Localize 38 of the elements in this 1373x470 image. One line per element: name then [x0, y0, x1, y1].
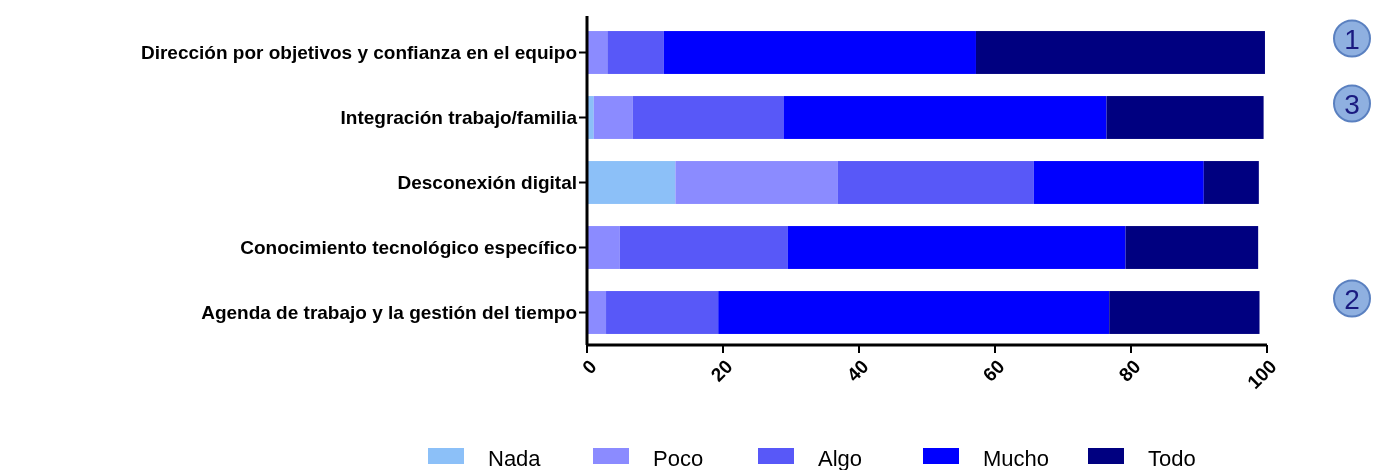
bar	[632, 96, 784, 139]
text: 3	[1344, 88, 1360, 120]
bar	[1106, 96, 1264, 139]
bar	[606, 291, 719, 334]
bar	[1109, 291, 1260, 334]
bar	[783, 96, 1107, 139]
bar	[975, 31, 1265, 74]
bar	[1203, 161, 1259, 204]
bar	[587, 161, 676, 204]
bar	[1033, 161, 1204, 204]
legend-label: Algo	[818, 445, 863, 470]
y-tick-label: Dirección por objetivos y confianza en el equipo	[140, 42, 577, 64]
legend-label: Nada	[488, 445, 542, 470]
bar	[593, 96, 633, 139]
text: 2	[1344, 283, 1360, 315]
bar	[718, 291, 1110, 334]
y-tick-label: Conocimiento tecnológico específico	[240, 237, 577, 259]
legend-label: Mucho	[983, 445, 1050, 470]
y-tick-label: Agenda de trabajo y la gestión del tiempo	[201, 302, 577, 324]
y-tick-label: Integración trabajo/familia	[340, 107, 578, 129]
bar	[607, 31, 664, 74]
bar	[587, 226, 620, 269]
x-tick-label: 0	[578, 355, 601, 379]
bar	[619, 226, 788, 269]
bar	[837, 161, 1034, 204]
bar	[675, 161, 838, 204]
y-tick-label: Desconexión digital	[397, 172, 577, 194]
bar	[663, 31, 976, 74]
x-tick-label: 20	[706, 355, 737, 386]
text: 1	[1344, 23, 1360, 55]
x-tick-label: 80	[1114, 355, 1145, 386]
x-tick-label: 100	[1243, 355, 1281, 393]
legend-label: Todo	[1148, 445, 1196, 470]
legend-label: Poco	[653, 445, 704, 470]
x-tick-label: 60	[978, 355, 1009, 386]
bar	[1125, 226, 1259, 269]
x-tick-label: 40	[842, 355, 873, 386]
bar	[787, 226, 1126, 269]
